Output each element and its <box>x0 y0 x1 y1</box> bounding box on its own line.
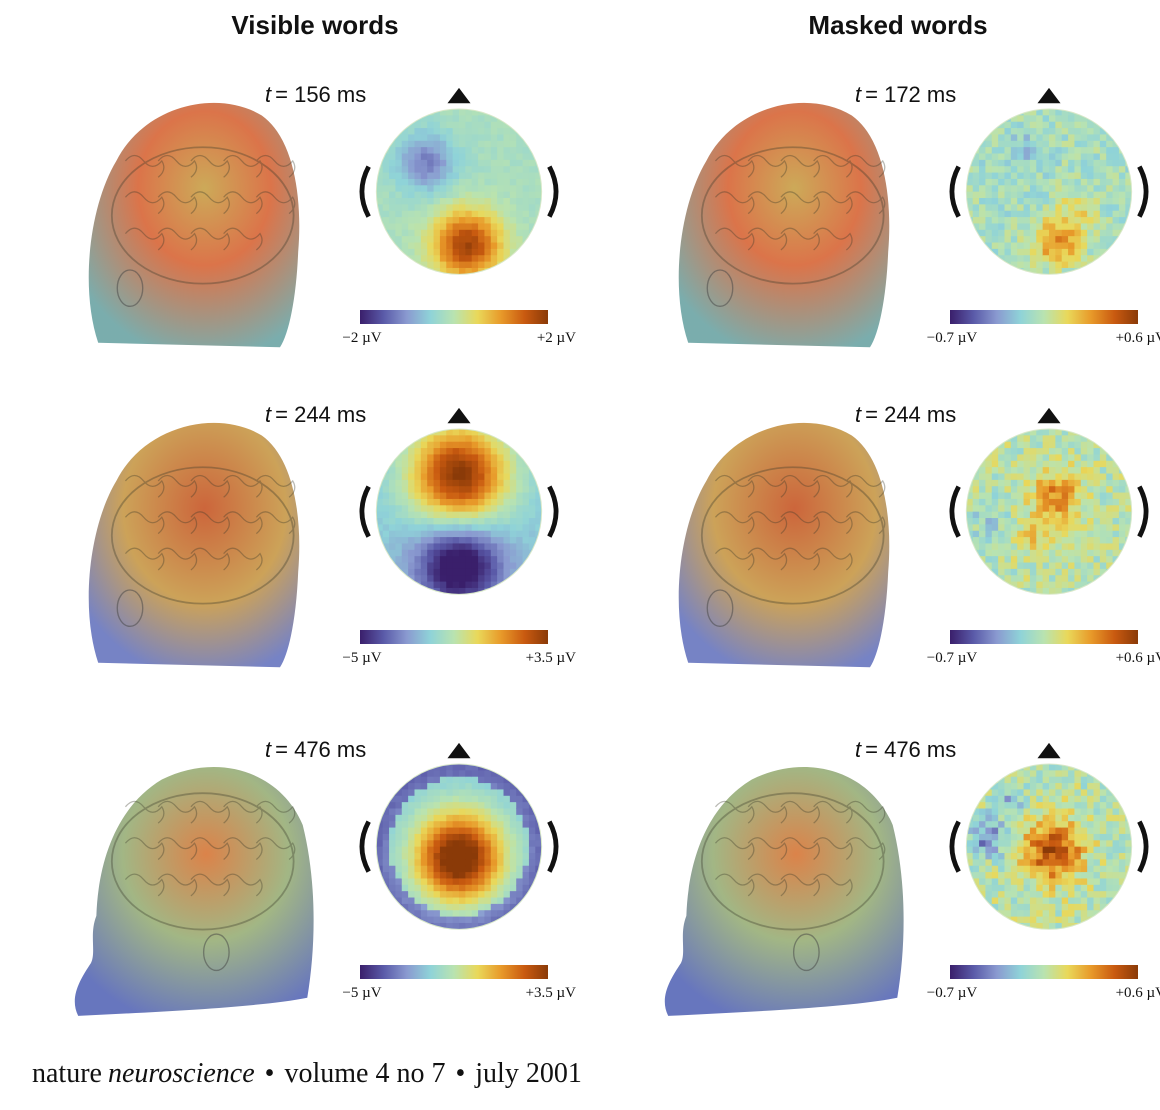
panel-visible-row3: t = 476 ms −5 µV +3.5 µV <box>30 725 590 1045</box>
head-rendering <box>620 390 920 690</box>
colorbar <box>950 965 1138 979</box>
colorbar-max-label: +0.6 µV <box>1086 650 1160 667</box>
colorbar-gradient <box>950 965 1138 979</box>
time-variable: t <box>265 402 271 427</box>
time-variable: t <box>265 737 271 762</box>
scalp-topography <box>942 404 1156 602</box>
colorbar <box>950 630 1138 644</box>
left-ear-marker-icon <box>362 822 369 872</box>
colorbar-min-label: −0.7 µV <box>922 985 982 1002</box>
left-ear-marker-icon <box>952 822 959 872</box>
panel-visible-row2: t = 244 ms −5 µV +3.5 µV <box>30 390 590 710</box>
head-silhouette <box>89 103 300 347</box>
left-ear-marker-icon <box>952 487 959 537</box>
panel-visible-row1: t = 156 ms −2 µV +2 µV <box>30 70 590 390</box>
left-ear-marker-icon <box>362 487 369 537</box>
journal-name-nature: nature <box>32 1058 102 1090</box>
colorbar-gradient <box>360 310 548 324</box>
footer-date: july 2001 <box>475 1058 582 1090</box>
colorbar-min-label: −0.7 µV <box>922 330 982 347</box>
footer-volume: volume 4 no 7 <box>284 1058 445 1090</box>
time-variable: t <box>265 82 271 107</box>
colorbar-max-label: +0.6 µV <box>1086 985 1160 1002</box>
nose-marker-icon <box>1037 88 1060 103</box>
scalp-topography <box>942 739 1156 937</box>
left-ear-marker-icon <box>362 167 369 217</box>
head-silhouette <box>679 423 890 667</box>
colorbar <box>360 310 548 324</box>
head-rendering <box>620 70 920 370</box>
colorbar-min-label: −5 µV <box>332 985 392 1002</box>
panel-masked-row3: t= 476 ms −0.7 µV +0.6 µV <box>620 725 1160 1045</box>
colorbar-max-label: +3.5 µV <box>496 985 576 1002</box>
colorbar-max-label: +0.6 µV <box>1086 330 1160 347</box>
scalp-topography <box>942 84 1156 282</box>
colorbar-max-label: +2 µV <box>496 330 576 347</box>
head-silhouette <box>679 103 890 347</box>
colorbar-gradient <box>950 630 1138 644</box>
footer-separator: • <box>265 1058 275 1090</box>
nose-marker-icon <box>447 408 470 423</box>
time-variable: t <box>855 737 861 762</box>
left-ear-marker-icon <box>952 167 959 217</box>
time-variable: t <box>855 402 861 427</box>
colorbar-min-label: −2 µV <box>332 330 392 347</box>
head-rendering <box>620 725 920 1025</box>
journal-name-neuroscience: neuroscience <box>108 1058 255 1090</box>
colorbar-gradient <box>950 310 1138 324</box>
colorbar-gradient <box>360 965 548 979</box>
nose-marker-icon <box>1037 743 1060 758</box>
colorbar-gradient <box>360 630 548 644</box>
right-ear-marker-icon <box>1139 167 1146 217</box>
footer-separator: • <box>455 1058 465 1090</box>
panel-masked-row2: t= 244 ms −0.7 µV +0.6 µV <box>620 390 1160 710</box>
scalp-topography <box>352 739 566 937</box>
right-ear-marker-icon <box>549 167 556 217</box>
right-ear-marker-icon <box>1139 487 1146 537</box>
head-rendering <box>30 70 330 370</box>
colorbar-min-label: −5 µV <box>332 650 392 667</box>
head-silhouette <box>89 423 300 667</box>
nose-marker-icon <box>447 743 470 758</box>
column-title-visible: Visible words <box>105 10 525 41</box>
colorbar <box>950 310 1138 324</box>
head-rendering <box>30 725 330 1025</box>
column-title-masked: Masked words <box>688 10 1108 41</box>
scalp-topography <box>352 84 566 282</box>
colorbar-min-label: −0.7 µV <box>922 650 982 667</box>
nose-marker-icon <box>447 88 470 103</box>
colorbar <box>360 630 548 644</box>
scalp-topography <box>352 404 566 602</box>
right-ear-marker-icon <box>549 822 556 872</box>
right-ear-marker-icon <box>1139 822 1146 872</box>
colorbar-max-label: +3.5 µV <box>496 650 576 667</box>
right-ear-marker-icon <box>549 487 556 537</box>
journal-footer: nature neuroscience • volume 4 no 7 • july 20… <box>32 1058 582 1090</box>
head-rendering <box>30 390 330 690</box>
colorbar <box>360 965 548 979</box>
nose-marker-icon <box>1037 408 1060 423</box>
panel-masked-row1: t= 172 ms −0.7 µV +0.6 µV <box>620 70 1160 390</box>
time-variable: t <box>855 82 861 107</box>
